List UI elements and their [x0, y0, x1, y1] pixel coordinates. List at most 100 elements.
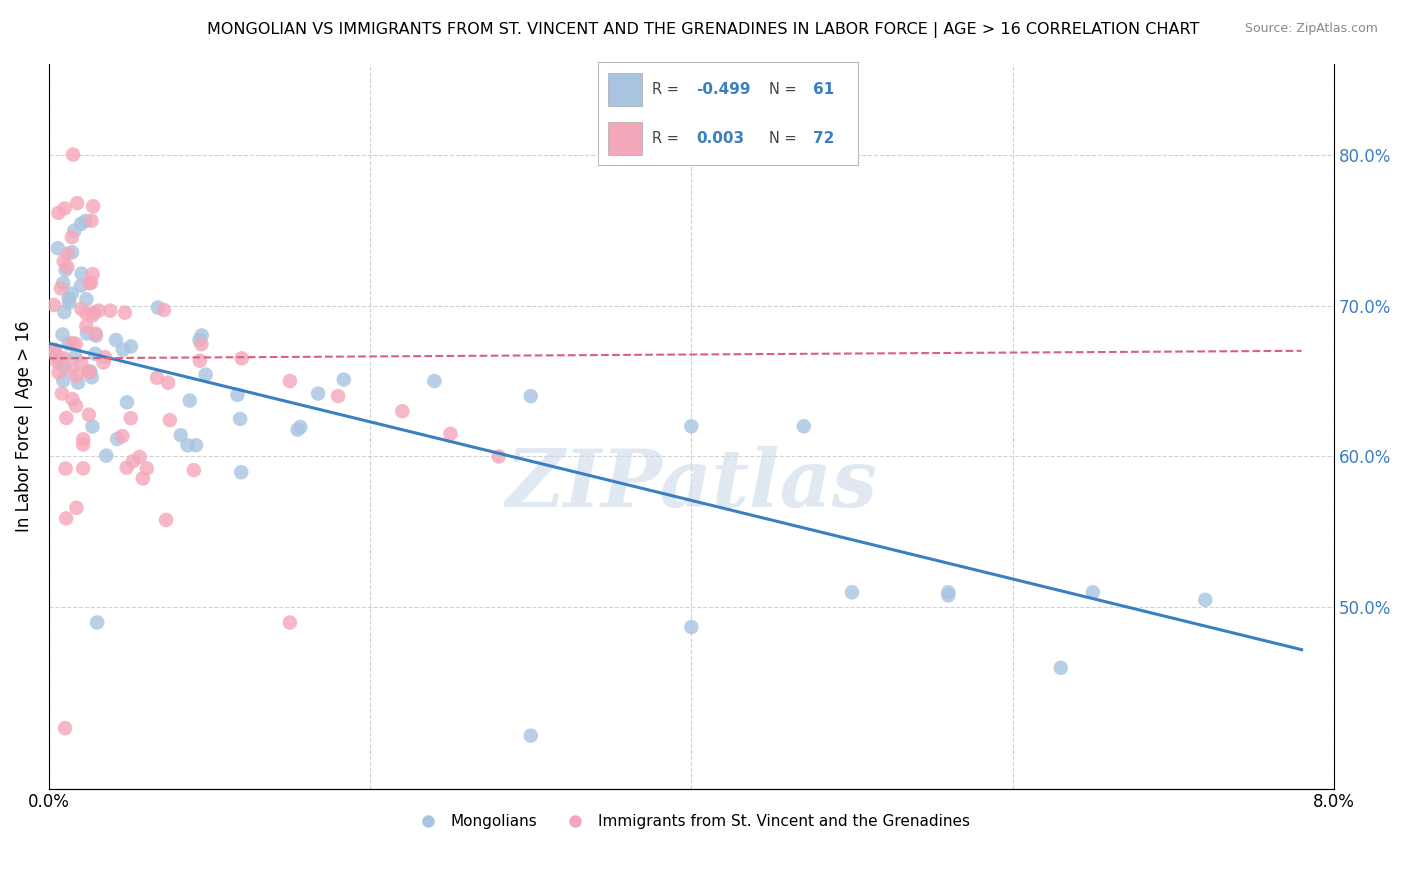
Point [49, 281, 72, 295]
Point [44, 346, 66, 360]
Point [226, 388, 249, 402]
Point [936, 585, 959, 599]
Point [60, 245, 83, 260]
Point [72, 432, 94, 446]
FancyBboxPatch shape [607, 122, 641, 155]
Point [77, 276, 100, 290]
Text: 0.003: 0.003 [696, 131, 745, 146]
Point [77, 365, 100, 379]
Point [75, 214, 97, 228]
FancyBboxPatch shape [607, 73, 641, 105]
Point [55, 411, 77, 425]
Point [439, 426, 461, 441]
Text: Source: ZipAtlas.com: Source: ZipAtlas.com [1244, 22, 1378, 36]
Point [841, 585, 863, 599]
Point [72, 461, 94, 475]
Text: MONGOLIAN VS IMMIGRANTS FROM ST. VINCENT AND THE GRENADINES IN LABOR FORCE | AGE: MONGOLIAN VS IMMIGRANTS FROM ST. VINCENT… [207, 22, 1199, 38]
Point [52, 374, 75, 388]
Point [153, 303, 176, 318]
Point [146, 301, 169, 315]
Point [191, 328, 214, 343]
Point [287, 423, 309, 437]
Point [60, 286, 83, 301]
Y-axis label: In Labor Force | Age > 16: In Labor Force | Age > 16 [15, 320, 32, 532]
Point [58, 336, 80, 351]
Point [66, 196, 89, 211]
Point [65, 337, 87, 351]
Point [70, 267, 93, 281]
Point [120, 411, 142, 425]
Point [1049, 661, 1071, 675]
Point [75, 293, 97, 307]
Point [52, 351, 75, 366]
Point [77, 408, 100, 422]
Point [229, 412, 252, 426]
Point [520, 389, 543, 403]
Point [58, 295, 80, 310]
Point [55, 461, 77, 475]
Point [98, 303, 121, 318]
Point [42, 298, 65, 312]
Point [159, 413, 181, 427]
Point [70, 356, 93, 370]
Point [53, 305, 76, 319]
Legend: Mongolians, Immigrants from St. Vincent and the Grenadines: Mongolians, Immigrants from St. Vincent … [406, 808, 977, 835]
Point [44, 343, 66, 357]
Point [115, 460, 138, 475]
Point [84, 328, 107, 343]
Point [120, 339, 142, 353]
Point [65, 500, 87, 515]
Point [70, 301, 93, 316]
Point [111, 429, 134, 443]
Point [423, 374, 446, 388]
Point [86, 615, 108, 630]
Point [183, 463, 205, 477]
Point [51, 386, 73, 401]
Text: R =: R = [652, 81, 683, 96]
Point [53, 360, 76, 375]
Point [48, 366, 70, 380]
Point [194, 368, 217, 382]
Point [278, 374, 301, 388]
Point [70, 278, 93, 293]
Point [82, 267, 104, 281]
Point [936, 588, 959, 602]
Point [333, 372, 356, 386]
Point [46, 241, 69, 255]
Point [176, 438, 198, 452]
Point [290, 420, 312, 434]
Point [55, 511, 77, 525]
Text: N =: N = [769, 81, 801, 96]
Point [1081, 585, 1104, 599]
Point [82, 419, 104, 434]
Text: -0.499: -0.499 [696, 81, 751, 96]
Point [184, 438, 207, 452]
Point [170, 428, 193, 442]
Point [55, 262, 77, 277]
Point [52, 276, 75, 290]
Point [231, 351, 253, 366]
Point [70, 217, 93, 231]
Point [104, 333, 127, 347]
Text: R =: R = [652, 131, 689, 146]
Point [135, 461, 157, 475]
Point [60, 336, 83, 351]
Point [63, 224, 86, 238]
Point [60, 230, 83, 244]
Point [307, 386, 329, 401]
Point [391, 404, 413, 418]
Point [278, 615, 301, 630]
Point [75, 319, 97, 334]
Point [62, 147, 84, 161]
Point [111, 343, 134, 357]
Point [67, 376, 90, 390]
Point [114, 305, 136, 319]
Point [65, 369, 87, 384]
Point [93, 355, 115, 369]
Point [53, 721, 76, 735]
Point [76, 326, 98, 341]
Point [56, 247, 79, 261]
Point [80, 370, 103, 384]
Point [188, 353, 211, 368]
Point [179, 393, 201, 408]
